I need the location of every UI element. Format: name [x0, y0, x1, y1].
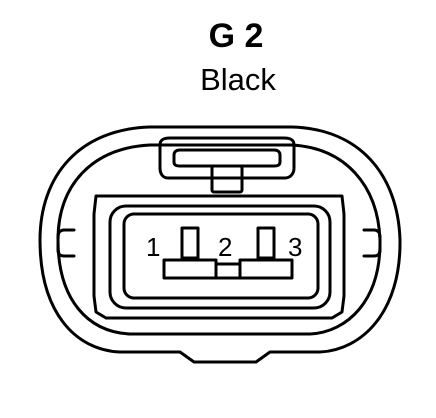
pin-1-base [162, 258, 218, 280]
pin-3-label: 3 [288, 232, 302, 262]
pin-2-blade [256, 226, 276, 260]
pin-cavity-frame [92, 194, 346, 320]
pin-cavity [108, 204, 332, 310]
connector-id-label: G 2 [208, 17, 264, 55]
latch-inner-bar [172, 148, 282, 168]
latch-stem [210, 164, 244, 194]
connector-outer-housing [38, 125, 402, 364]
pin-1-blade [180, 226, 200, 260]
pin-cavity-inner [122, 212, 320, 300]
right-side-tab [362, 228, 382, 258]
pin-3-base [238, 258, 294, 280]
locking-latch [158, 136, 296, 180]
pin-2-base [214, 262, 242, 280]
pin-2-label: 2 [218, 232, 232, 262]
connector-color-label: Black [200, 62, 276, 97]
left-side-tab [56, 228, 76, 258]
pin-1-label: 1 [146, 232, 160, 262]
connector-inner-housing [56, 143, 382, 336]
